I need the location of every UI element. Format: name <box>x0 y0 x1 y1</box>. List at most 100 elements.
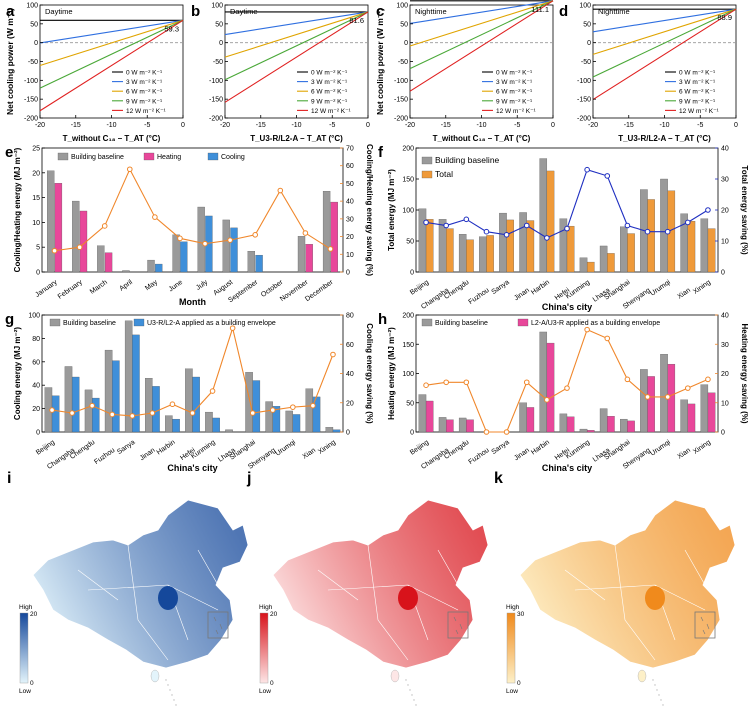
y2-tick-label: 40 <box>721 313 729 320</box>
panel-letter: d <box>559 3 568 20</box>
bar-h-1-7 <box>566 416 575 433</box>
bar-f-0-6 <box>539 158 548 273</box>
x-tick-label: 0 <box>366 122 370 129</box>
bar-f-0-4 <box>499 212 507 273</box>
saving-line-e <box>54 167 331 252</box>
legend-swatch <box>421 318 433 327</box>
x-tick-label: -10 <box>106 122 116 129</box>
category-label: Harbin <box>530 439 551 457</box>
china-map <box>32 499 249 706</box>
saving-point <box>69 410 75 416</box>
series-line-b-1 <box>224 11 369 36</box>
saving-point <box>463 216 470 223</box>
saving-point <box>664 394 671 400</box>
end-value-annotation: 88.9 <box>717 13 732 22</box>
y-tick-label: -50 <box>28 59 38 66</box>
colorbar-low-label: Low <box>506 688 518 695</box>
bar-h-0-1 <box>438 417 447 433</box>
inset-mark <box>453 616 457 622</box>
y-tick-label: 10 <box>32 220 40 227</box>
category-label: Shenyang <box>622 447 652 471</box>
y2-tick-label: 0 <box>346 430 350 437</box>
saving-point <box>209 388 216 394</box>
bar-f-1-0 <box>425 219 434 273</box>
y2-tick-label: 60 <box>346 163 354 170</box>
y-tick-label: 100 <box>396 3 408 10</box>
bar-f-1-7 <box>566 225 575 273</box>
category-label: Jinan <box>513 287 531 302</box>
legend-label: L2-A/U3-R applied as a building envelope <box>531 320 660 327</box>
saving-point <box>330 351 336 358</box>
x-tick-label: -5 <box>144 122 150 129</box>
category-label: April <box>118 279 134 293</box>
y-tick-label: -200 <box>209 116 223 123</box>
y-tick-label: 150 <box>402 342 414 349</box>
y-tick-label: 50 <box>406 239 414 246</box>
bar-h-0-6 <box>539 331 548 433</box>
category-label: Beijing <box>409 279 430 297</box>
panel-letter: f <box>378 144 384 161</box>
bar-h-1-9 <box>607 416 615 433</box>
legend-label: 9 W m⁻² K⁻¹ <box>311 98 348 105</box>
bar-h-0-7 <box>559 413 568 433</box>
bar-h-0-8 <box>579 428 588 433</box>
bar-e-0-6 <box>197 206 205 273</box>
saving-point <box>423 219 429 226</box>
saving-point <box>624 222 631 229</box>
category-label: Xining <box>692 279 712 296</box>
y-tick-label: -150 <box>24 97 38 104</box>
category-label: Xian <box>302 447 318 461</box>
y-tick-label: 50 <box>30 21 38 28</box>
y-tick-label: 100 <box>402 208 414 215</box>
y2-tick-label: 20 <box>721 371 729 378</box>
x-axis-label: China's city <box>542 302 592 312</box>
series-line-a-3 <box>39 19 184 89</box>
panel-letter: h <box>378 311 387 328</box>
saving-point <box>152 214 158 220</box>
bar-e-1-0 <box>54 183 63 273</box>
bar-g-0-2 <box>84 389 93 433</box>
panel-letter: b <box>191 3 200 20</box>
y-tick-label: 0 <box>587 40 591 47</box>
island-dot <box>169 689 171 691</box>
category-label: Fuzhou <box>467 287 490 306</box>
y2-tick-label: 60 <box>346 342 354 349</box>
saving-point <box>129 413 136 419</box>
island-dot <box>171 694 173 696</box>
panel-letter: c <box>376 3 384 20</box>
end-value-annotation: 59.3 <box>164 24 179 33</box>
series-line-d-2 <box>592 8 737 55</box>
y2-tick-label: 20 <box>346 400 354 407</box>
y-tick-label: 0 <box>410 270 414 277</box>
bar-h-0-12 <box>660 354 668 433</box>
saving-point <box>584 326 590 333</box>
y-tick-label: -100 <box>394 78 408 85</box>
saving-point <box>249 410 256 416</box>
bar-g-0-8 <box>205 411 213 433</box>
map-hotspot <box>398 586 418 610</box>
island-dot <box>167 684 169 686</box>
x-tick-label: -20 <box>220 122 230 129</box>
category-label: Jinan <box>513 447 531 462</box>
saving-point <box>269 407 276 413</box>
china-map <box>519 499 736 706</box>
bar-e-1-11 <box>330 201 338 273</box>
y-tick-label: 100 <box>28 313 40 320</box>
series-line-c-2 <box>409 0 554 47</box>
bar-e-0-10 <box>297 236 306 273</box>
bar-f-0-3 <box>479 236 487 273</box>
inset-mark <box>459 623 463 630</box>
saving-point <box>202 240 208 247</box>
island-dot <box>173 699 175 701</box>
y2-tick-label: 40 <box>721 146 729 153</box>
bar-f-0-9 <box>599 245 608 273</box>
category-label: Urumqi <box>649 439 672 458</box>
color-bar <box>506 612 516 684</box>
hainan-island <box>150 669 160 683</box>
map-hotspot <box>645 586 665 610</box>
bar-h-1-5 <box>526 407 535 433</box>
colorbar-low-label: Low <box>259 688 271 695</box>
saving-point <box>544 235 550 241</box>
bar-f-1-14 <box>707 228 716 273</box>
y-tick-label: 150 <box>402 177 414 184</box>
